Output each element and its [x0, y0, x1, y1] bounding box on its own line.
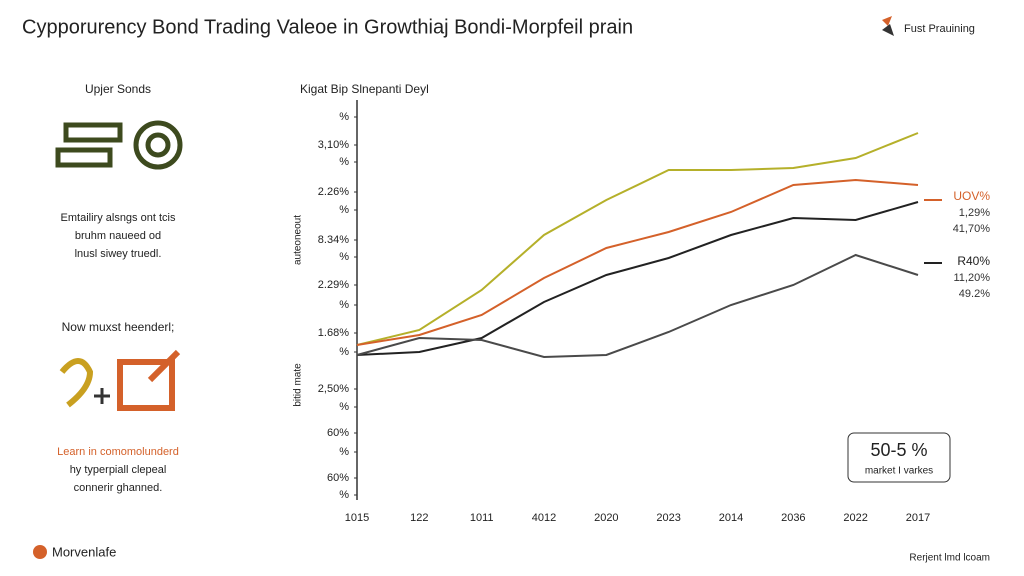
- sidebar-text: Learn in comomolunderd: [57, 446, 179, 458]
- y-axis-label: auteoneout: [293, 215, 304, 265]
- end-label: 1,29%: [959, 207, 990, 219]
- line-series: [356, 132, 919, 346]
- line-series: [356, 178, 919, 346]
- line-series: [356, 201, 919, 356]
- sidebar-text: bruhm naueed od: [75, 230, 161, 242]
- end-label: 41,70%: [953, 223, 991, 235]
- sidebar-text: lnusl siwey truedl.: [75, 248, 162, 260]
- y-tick-label: %: [339, 111, 349, 123]
- line-series: [356, 253, 919, 359]
- end-label: R40%: [957, 254, 990, 268]
- x-tick-label: 2022: [843, 512, 867, 524]
- x-tick-label: 1011: [470, 512, 494, 524]
- chart-subtitle: Kigat Bip Slnepanti Deyl: [300, 82, 429, 96]
- y-tick-label: %: [339, 156, 349, 168]
- annotation: 50-5 % market I varkes: [847, 432, 951, 483]
- y-tick-label: 2,50%: [318, 383, 349, 395]
- brand: Fust Prauining: [904, 23, 975, 35]
- sidebar-text: Emtailiry alsngs ont tcis: [61, 212, 176, 224]
- y-tick-label: %: [339, 401, 349, 413]
- y-axis-label: bitid mate: [293, 363, 304, 407]
- x-tick-label: 4012: [532, 512, 556, 524]
- y-tick-label: 60%: [327, 427, 349, 439]
- annotation-value: 50-5 %: [870, 440, 927, 460]
- logo-icon: [33, 545, 47, 559]
- title: Cypporurency Bond Trading Valeoe in Grow…: [22, 16, 633, 38]
- y-tick-label: %: [339, 346, 349, 358]
- end-label: 11,20%: [954, 272, 991, 284]
- y-tick-label: %: [339, 446, 349, 458]
- x-tick-label: 2017: [906, 512, 930, 524]
- y-tick-label: %: [339, 299, 349, 311]
- y-tick-label: %: [339, 489, 349, 501]
- brand-icon: [882, 16, 894, 36]
- y-tick-label: 8.34%: [318, 234, 349, 246]
- y-tick-label: 3,10%: [318, 139, 349, 151]
- sidebar-icon: [59, 349, 181, 411]
- y-tick-label: 1.68%: [318, 327, 349, 339]
- sidebar-heading: Now muxst heenderl;: [62, 320, 175, 334]
- x-tick-label: 2023: [656, 512, 680, 524]
- x-tick-label: 1015: [345, 512, 369, 524]
- sidebar-text: hy typerpiall clepeal: [70, 464, 167, 476]
- y-tick-label: 2.29%: [318, 279, 349, 291]
- x-tick-label: 2036: [781, 512, 805, 524]
- y-tick-label: %: [339, 204, 349, 216]
- end-label: 49.2%: [959, 288, 990, 300]
- annotation-caption: market I varkes: [865, 466, 933, 477]
- sidebar-text: connerir ghanned.: [74, 482, 163, 494]
- footer-note: Rerjent lmd lcoam: [909, 553, 990, 564]
- x-tick-label: 122: [410, 512, 428, 524]
- x-tick-label: 2014: [719, 512, 743, 524]
- y-tick-label: %: [339, 251, 349, 263]
- x-tick-label: 2020: [594, 512, 618, 524]
- footer-logo: Morvenlafe: [52, 544, 116, 559]
- end-label: UOV%: [953, 189, 990, 203]
- sidebar-icon: [55, 120, 183, 170]
- y-tick-label: 60%: [327, 472, 349, 484]
- sidebar-heading: Upjer Sonds: [85, 82, 151, 96]
- y-tick-label: 2.26%: [318, 186, 349, 198]
